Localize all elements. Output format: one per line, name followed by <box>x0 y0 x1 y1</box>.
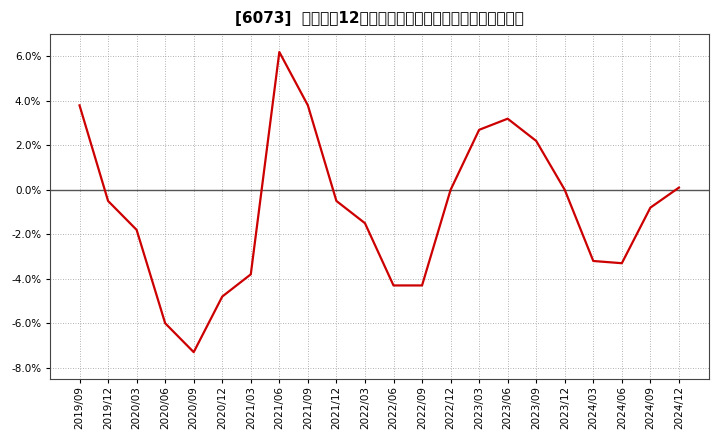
Title: [6073]  売上高の12か月移動合計の対前年同期増減率の推移: [6073] 売上高の12か月移動合計の対前年同期増減率の推移 <box>235 11 523 26</box>
